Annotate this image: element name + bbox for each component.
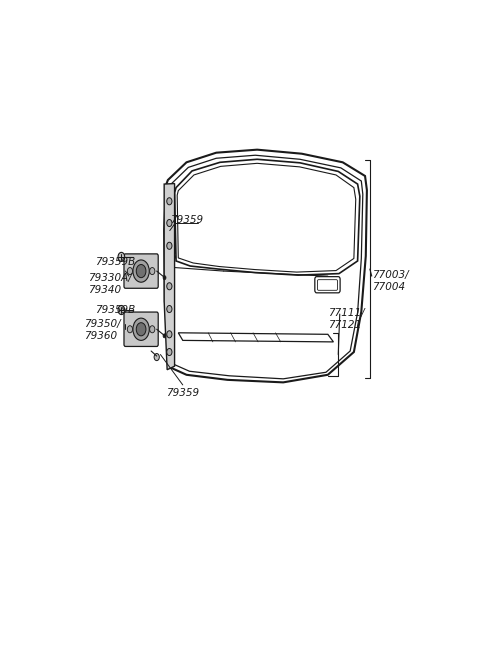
Text: 77111/
77121: 77111/ 77121: [328, 308, 364, 330]
Circle shape: [127, 326, 132, 333]
Circle shape: [150, 267, 155, 275]
Text: 79330A/
79340: 79330A/ 79340: [88, 273, 132, 295]
Text: 79359: 79359: [166, 388, 199, 398]
Circle shape: [127, 267, 132, 275]
FancyBboxPatch shape: [124, 312, 158, 346]
Circle shape: [133, 260, 149, 283]
Text: 79359B: 79359B: [96, 305, 135, 315]
Circle shape: [136, 323, 146, 336]
Circle shape: [150, 326, 155, 333]
Text: 79350/
79360: 79350/ 79360: [84, 319, 121, 341]
Circle shape: [118, 306, 125, 315]
Circle shape: [167, 283, 172, 290]
Circle shape: [167, 242, 172, 249]
Circle shape: [163, 276, 166, 280]
Circle shape: [133, 318, 149, 340]
Text: 79359: 79359: [170, 215, 203, 225]
FancyBboxPatch shape: [124, 254, 158, 288]
Text: 77003/
77004: 77003/ 77004: [372, 271, 409, 292]
Text: 79359B: 79359B: [96, 257, 135, 267]
Circle shape: [136, 265, 146, 278]
Polygon shape: [164, 183, 175, 370]
Circle shape: [163, 334, 166, 338]
Circle shape: [167, 219, 172, 227]
Circle shape: [167, 348, 172, 355]
Circle shape: [167, 198, 172, 205]
Circle shape: [167, 306, 172, 313]
Circle shape: [167, 330, 172, 338]
Circle shape: [154, 353, 159, 361]
Circle shape: [118, 252, 125, 261]
